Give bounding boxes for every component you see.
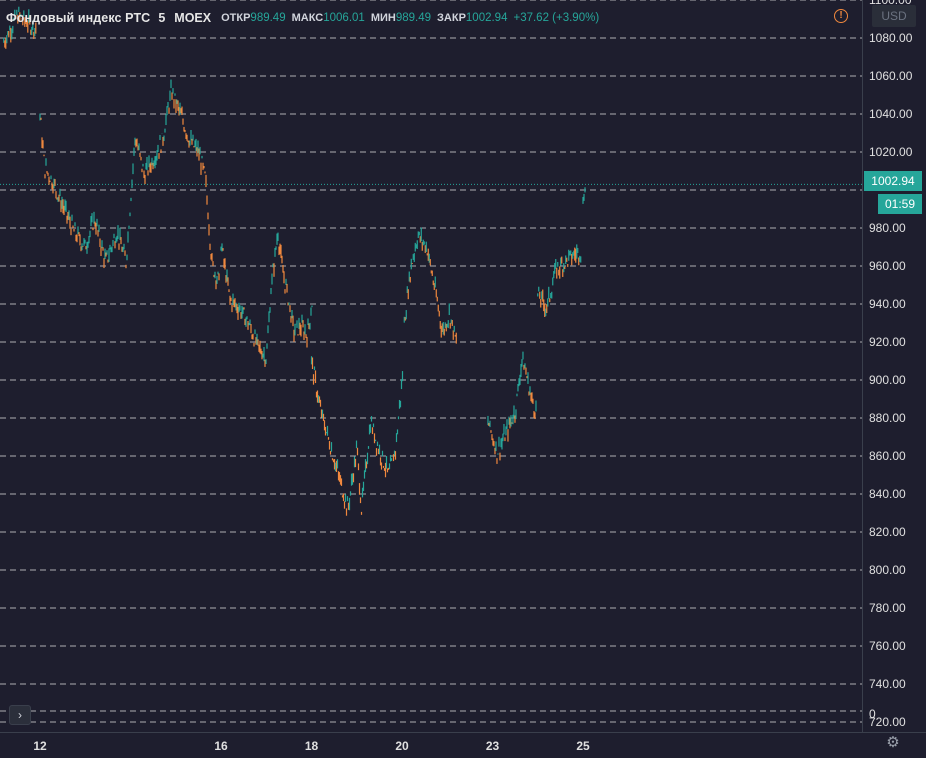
time-tick-label: 25 (576, 739, 590, 753)
alert-icon[interactable]: ! (834, 9, 848, 23)
session-series (39, 79, 220, 290)
price-tick-label: 1080.00 (869, 31, 913, 45)
volume-axis-label: 0 (869, 707, 876, 721)
time-tick-label: 20 (395, 739, 409, 753)
session-series (582, 187, 586, 204)
price-tick-label: 740.00 (869, 677, 906, 691)
time-tick-label: 12 (33, 739, 47, 753)
open-label: ОТКР (221, 12, 251, 24)
price-tick-label: 940.00 (869, 297, 906, 311)
candlestick-series (3, 6, 586, 516)
close-label: ЗАКР (437, 12, 466, 24)
price-tick-label: 840.00 (869, 487, 906, 501)
currency-button[interactable]: USD (872, 5, 916, 27)
symbol-legend: Фондовый индекс РТС 5 MOEX ОТКР 989.49 М… (6, 8, 605, 28)
session-series (220, 232, 313, 367)
low-value: 989.49 (395, 12, 432, 24)
session-series (403, 227, 457, 344)
price-tick-label: 1040.00 (869, 107, 913, 121)
interval-label[interactable]: 5 (158, 11, 166, 25)
gear-icon[interactable]: ⚙ (886, 734, 900, 751)
price-tick-label: 1060.00 (869, 69, 913, 83)
change-value: +37.62 (+3.90%) (513, 12, 600, 24)
chevron-right-icon: › (18, 708, 22, 722)
price-tick-label: 720.00 (869, 715, 906, 729)
price-tick-label: 1100.00 (869, 0, 912, 7)
price-tick-label: 920.00 (869, 335, 906, 349)
session-series (487, 351, 537, 464)
session-series (3, 6, 37, 49)
price-tick-label: 780.00 (869, 601, 906, 615)
session-series (537, 244, 582, 318)
high-label: МАКС (291, 12, 324, 24)
exchange-label: MOEX (174, 11, 212, 25)
price-tick-label: 1020.00 (869, 145, 913, 159)
time-tick-label: 18 (305, 739, 319, 753)
session-series (310, 356, 404, 516)
symbol-title[interactable]: Фондовый индекс РТС (6, 11, 151, 25)
price-tick-label: 820.00 (869, 525, 906, 539)
grid-lines (0, 0, 926, 733)
high-value: 1006.01 (323, 12, 365, 24)
bar-countdown-tag: 01:59 (878, 194, 922, 214)
price-axis[interactable]: 1100.00 1080.00 1060.00 1040.00 1020.00 980.0… (869, 0, 913, 729)
price-tick-label: 760.00 (869, 639, 906, 653)
open-value: 989.49 (250, 12, 286, 24)
close-value: 1002.94 (465, 12, 508, 24)
price-tick-label: 960.00 (869, 259, 906, 273)
time-axis[interactable]: 12 16 18 20 23 25 (33, 739, 590, 753)
expand-panel-button[interactable]: › (9, 705, 31, 725)
price-tick-label: 900.00 (869, 373, 906, 387)
low-label: МИН (370, 12, 396, 24)
price-tick-label: 800.00 (869, 563, 906, 577)
price-tick-label: 880.00 (869, 411, 906, 425)
price-tick-label: 980.00 (869, 221, 906, 235)
last-price-tag: 1002.94 (864, 171, 922, 191)
time-tick-label: 23 (486, 739, 500, 753)
price-tick-label: 860.00 (869, 449, 906, 463)
time-tick-label: 16 (214, 739, 228, 753)
